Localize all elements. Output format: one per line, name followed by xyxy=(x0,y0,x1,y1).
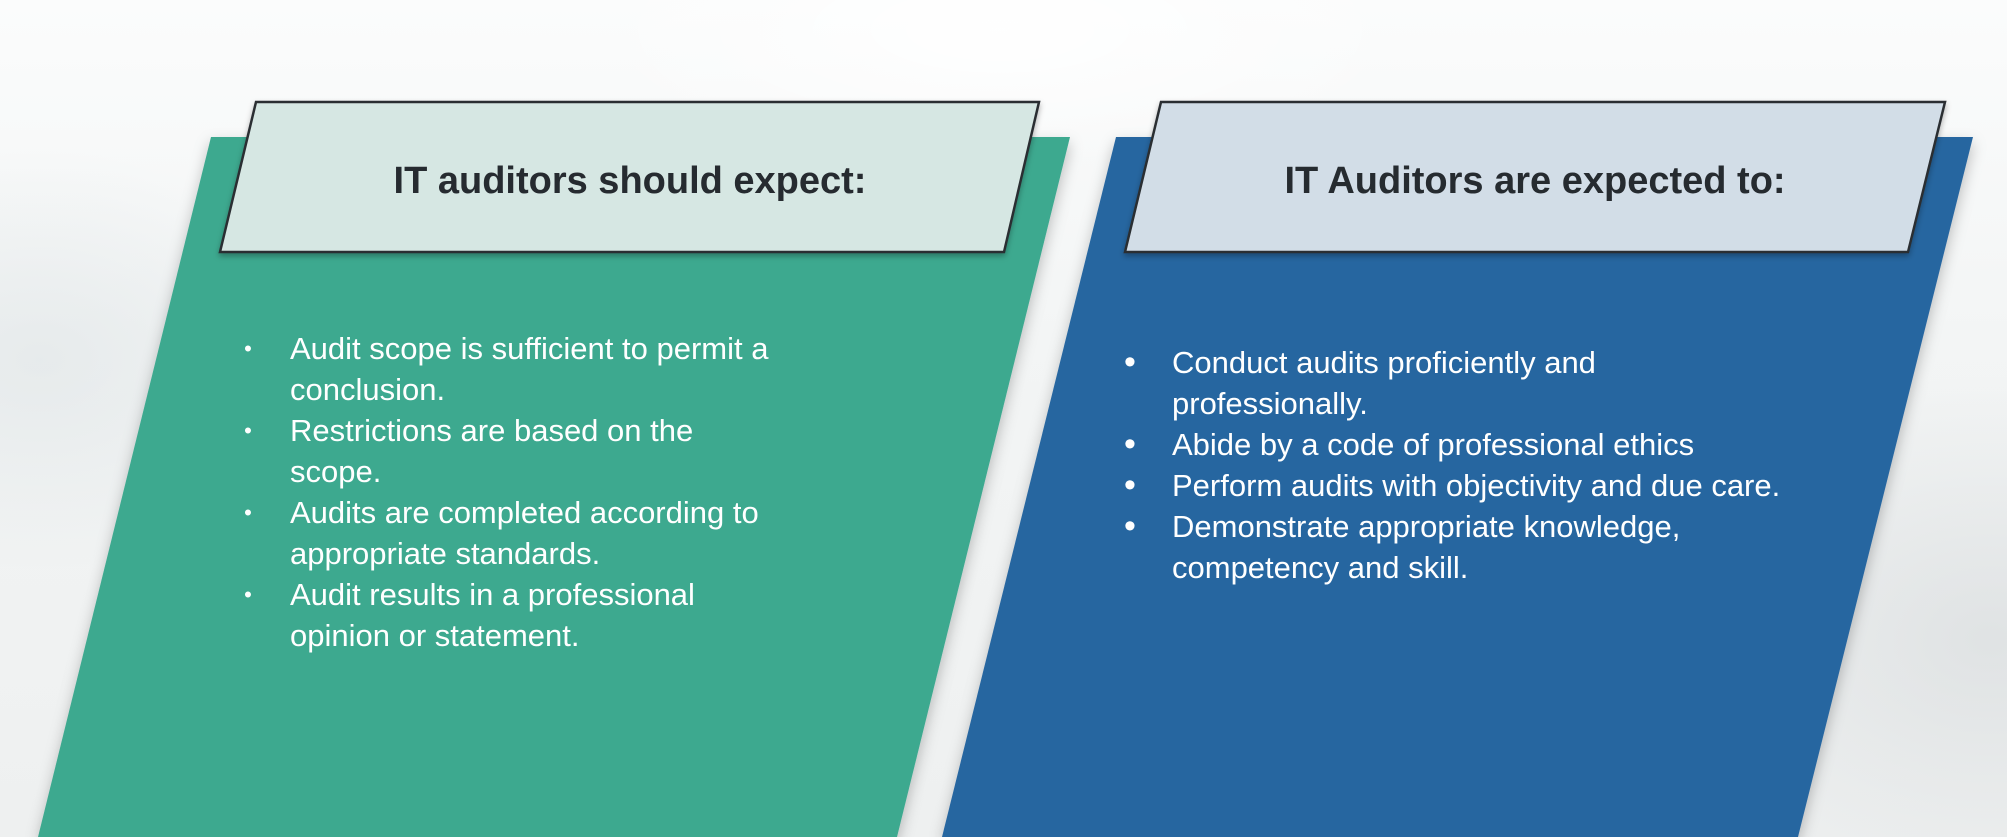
list-item: • Demonstrate appropriate knowledge, comp… xyxy=(1120,506,1800,588)
left-panel-title: IT auditors should expect: xyxy=(393,160,867,202)
list-item: • Perform audits with objectivity and due… xyxy=(1120,465,1800,506)
list-item: • Restrictions are based on the scope. xyxy=(238,410,778,492)
bullet-icon: • xyxy=(244,418,252,443)
list-item-text: Perform audits with objectivity and due … xyxy=(1172,468,1781,503)
bullet-icon: • xyxy=(1124,343,1136,381)
bullet-icon: • xyxy=(244,336,252,361)
list-item-text: Audit scope is sufficient to permit a co… xyxy=(290,331,769,407)
list-item-text: Audits are completed according to approp… xyxy=(290,495,759,571)
list-item: • Conduct audits proficiently and profess… xyxy=(1120,342,1800,424)
right-bullet-list: • Conduct audits proficiently and profess… xyxy=(1120,342,1800,588)
list-item-text: Abide by a code of professional ethics xyxy=(1172,427,1695,462)
bullet-icon: • xyxy=(1124,466,1136,504)
left-panel-shape xyxy=(38,137,1070,837)
left-bullet-list: • Audit scope is sufficient to permit a c… xyxy=(238,328,778,656)
right-panel-shape xyxy=(942,137,1973,837)
bullet-icon: • xyxy=(244,582,252,607)
list-item: • Audit scope is sufficient to permit a c… xyxy=(238,328,778,410)
bullet-icon: • xyxy=(244,500,252,525)
list-item: • Audit results in a professional opinion… xyxy=(238,574,778,656)
bullet-icon: • xyxy=(1124,507,1136,545)
right-header-shape xyxy=(1123,100,1947,254)
list-item: • Audits are completed according to appro… xyxy=(238,492,778,574)
list-item: • Abide by a code of professional ethics xyxy=(1120,424,1800,465)
list-item-text: Conduct audits proficiently and professi… xyxy=(1172,345,1596,421)
list-item-text: Audit results in a professional opinion … xyxy=(290,577,695,653)
list-item-text: Restrictions are based on the scope. xyxy=(290,413,694,489)
list-item-text: Demonstrate appropriate knowledge, compe… xyxy=(1172,509,1681,585)
bullet-icon: • xyxy=(1124,425,1136,463)
left-header-shape xyxy=(218,100,1041,254)
right-panel-title: IT Auditors are expected to: xyxy=(1284,160,1786,202)
